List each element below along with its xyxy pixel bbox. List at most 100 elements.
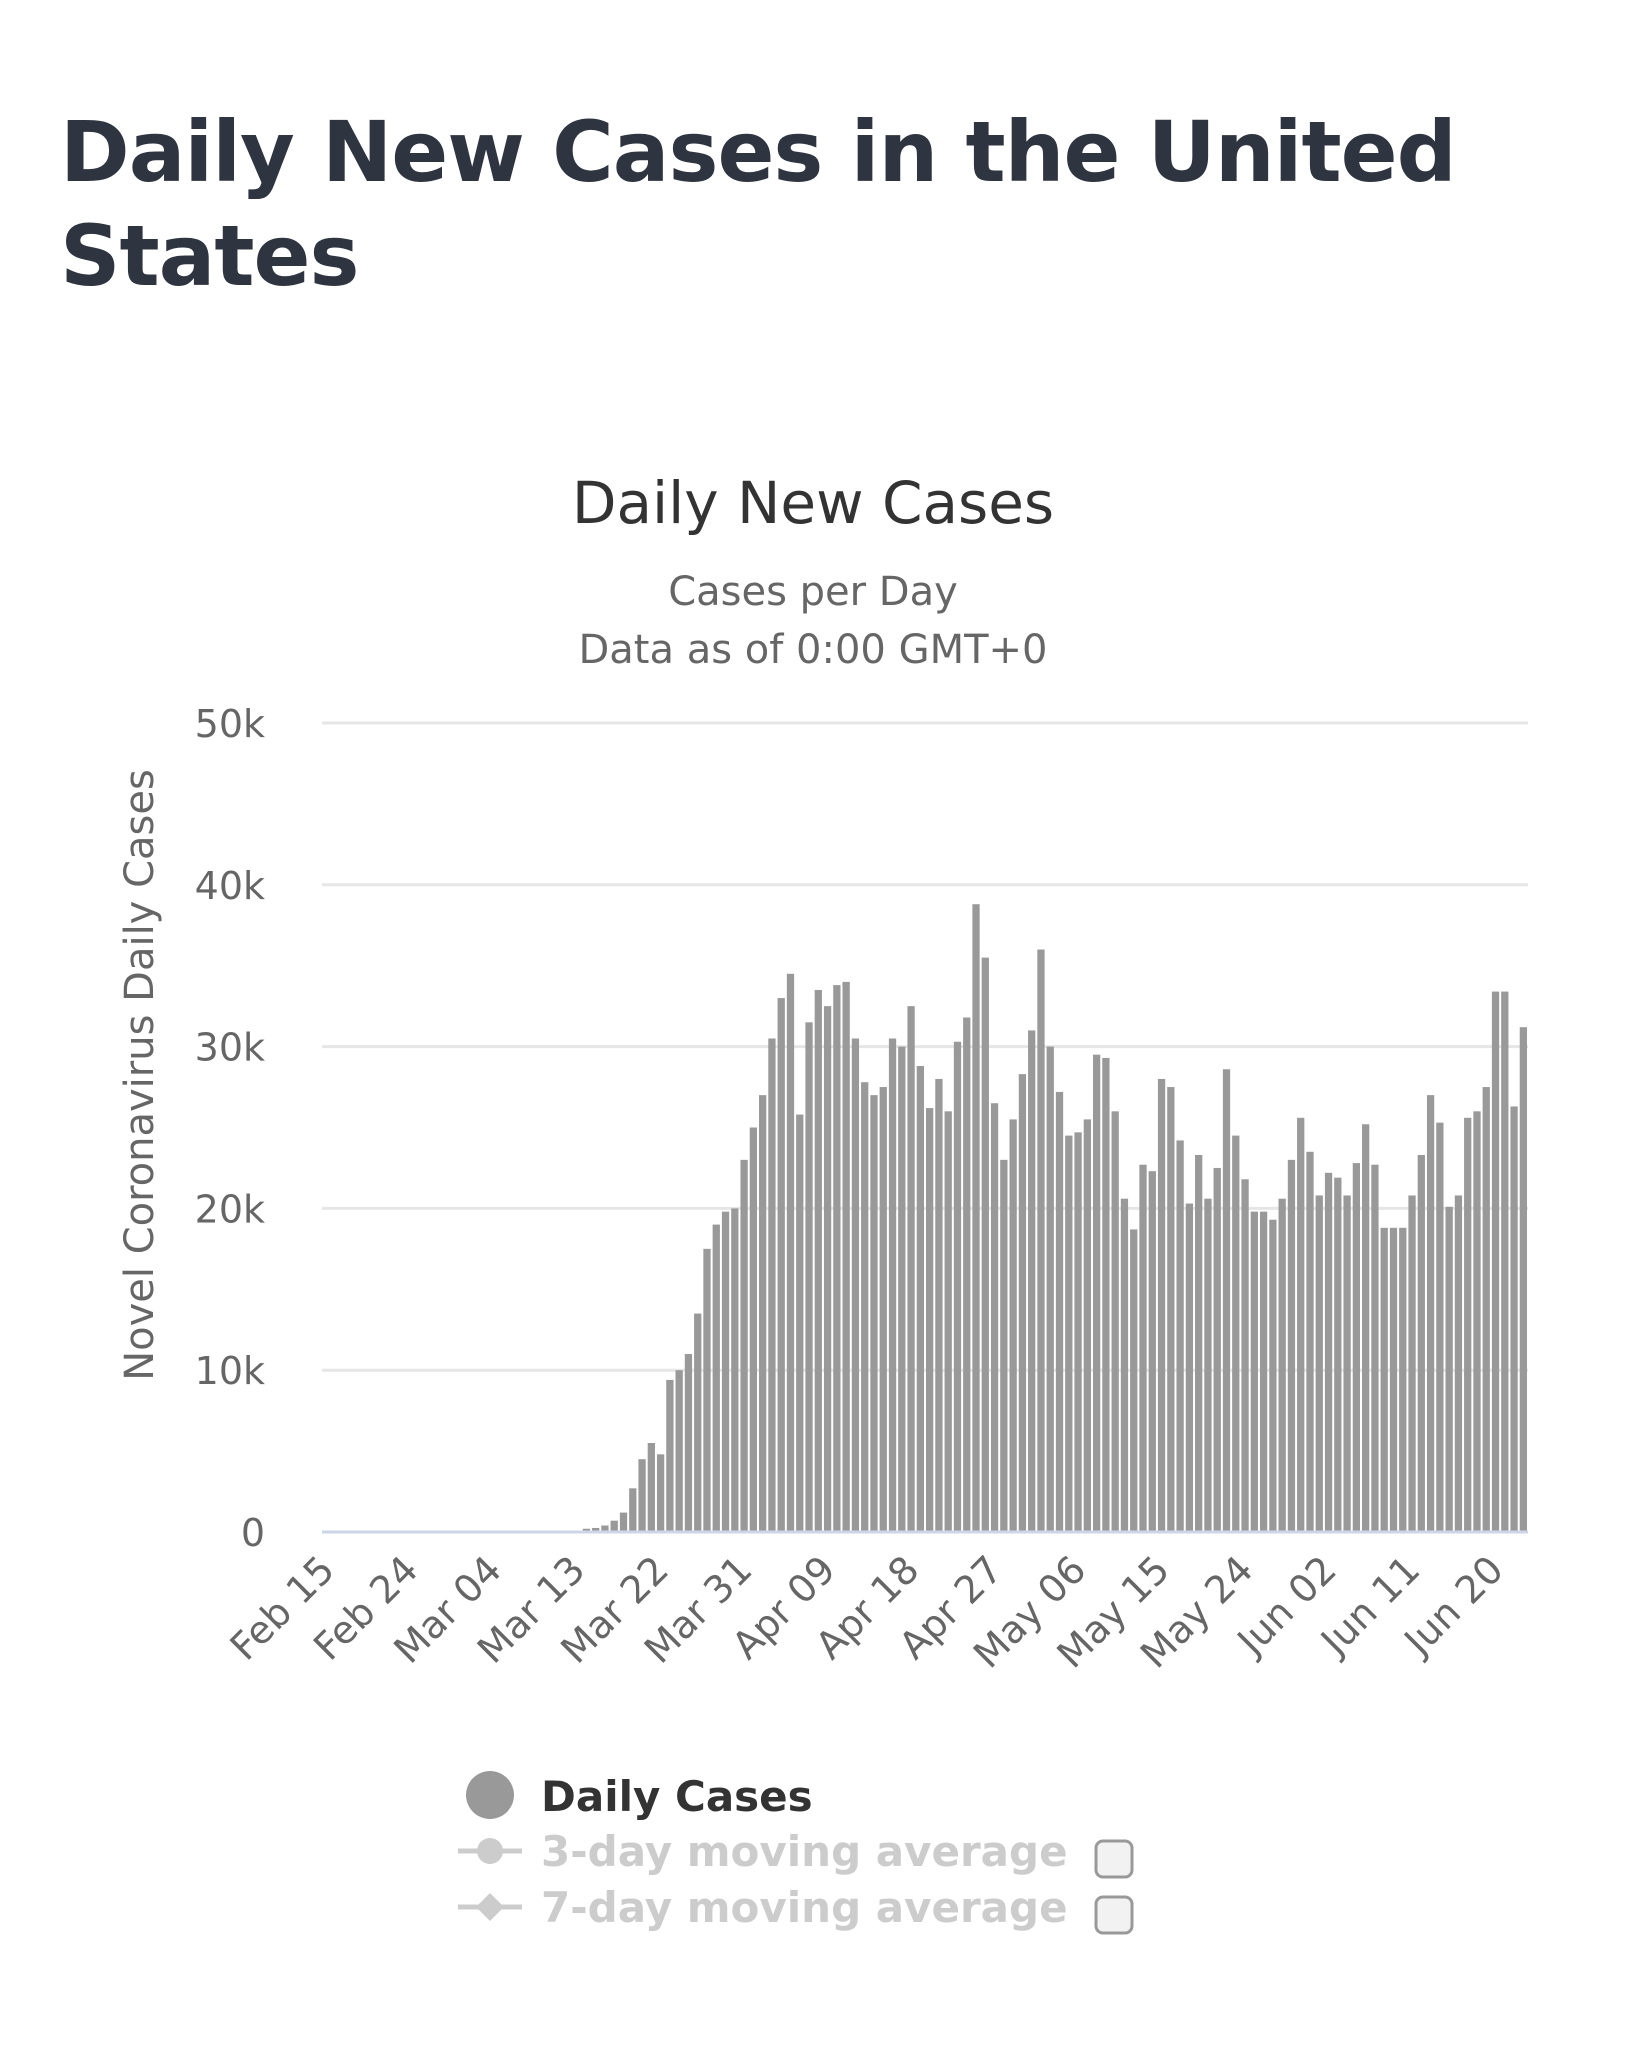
bar[interactable] bbox=[684, 1354, 693, 1532]
bar[interactable] bbox=[592, 1527, 600, 1532]
bar[interactable] bbox=[1464, 1117, 1472, 1532]
bar[interactable] bbox=[1426, 1095, 1435, 1532]
bar[interactable] bbox=[1250, 1211, 1258, 1532]
bar[interactable] bbox=[1241, 1179, 1249, 1532]
bar[interactable] bbox=[1315, 1195, 1323, 1532]
bar[interactable] bbox=[953, 1041, 962, 1532]
bar[interactable] bbox=[647, 1443, 655, 1532]
legend-item-7-day-moving-average[interactable]: 7-day moving average bbox=[458, 1883, 1134, 1935]
bar[interactable] bbox=[740, 1159, 748, 1532]
bar[interactable] bbox=[879, 1087, 887, 1532]
bar[interactable] bbox=[1102, 1057, 1110, 1532]
7-day-average-checkbox[interactable] bbox=[1094, 1895, 1134, 1935]
bar[interactable] bbox=[749, 1127, 758, 1533]
bar[interactable] bbox=[833, 985, 841, 1532]
bar[interactable] bbox=[1501, 991, 1509, 1532]
bar[interactable] bbox=[898, 1046, 906, 1532]
bar[interactable] bbox=[981, 957, 989, 1532]
bar[interactable] bbox=[1130, 1229, 1138, 1532]
bar[interactable] bbox=[1148, 1171, 1156, 1532]
bar[interactable] bbox=[935, 1078, 943, 1532]
bar[interactable] bbox=[1408, 1195, 1416, 1532]
bar[interactable] bbox=[972, 904, 980, 1532]
bar[interactable] bbox=[1454, 1195, 1463, 1532]
bar[interactable] bbox=[1195, 1155, 1203, 1532]
bar[interactable] bbox=[1222, 1069, 1231, 1532]
bar[interactable] bbox=[601, 1525, 609, 1532]
bar[interactable] bbox=[1176, 1140, 1184, 1532]
bar[interactable] bbox=[861, 1082, 869, 1532]
bar[interactable] bbox=[786, 973, 795, 1532]
bar[interactable] bbox=[629, 1488, 637, 1532]
bar[interactable] bbox=[1055, 1091, 1064, 1532]
bar[interactable] bbox=[1083, 1119, 1091, 1532]
bar[interactable] bbox=[1278, 1198, 1286, 1532]
bar[interactable] bbox=[851, 1038, 860, 1532]
bar[interactable] bbox=[1259, 1211, 1268, 1532]
bar[interactable] bbox=[703, 1248, 711, 1532]
bar[interactable] bbox=[916, 1066, 924, 1532]
bar[interactable] bbox=[1445, 1206, 1453, 1532]
bar[interactable] bbox=[926, 1108, 934, 1532]
bar[interactable] bbox=[1028, 1030, 1036, 1532]
bar[interactable] bbox=[1380, 1227, 1388, 1532]
bar[interactable] bbox=[1491, 991, 1500, 1532]
legend-item-daily-cases[interactable]: Daily Cases bbox=[466, 1771, 813, 1821]
bar[interactable] bbox=[1065, 1135, 1073, 1532]
bar[interactable] bbox=[1009, 1119, 1017, 1532]
bar[interactable] bbox=[1213, 1167, 1221, 1532]
bar[interactable] bbox=[666, 1379, 674, 1532]
bar[interactable] bbox=[1139, 1164, 1147, 1532]
bar[interactable] bbox=[1185, 1203, 1194, 1532]
bar[interactable] bbox=[1092, 1054, 1101, 1532]
bar[interactable] bbox=[907, 1006, 915, 1532]
bar[interactable] bbox=[1417, 1155, 1425, 1532]
bar[interactable] bbox=[1000, 1159, 1008, 1532]
bar[interactable] bbox=[805, 1022, 813, 1532]
bar[interactable] bbox=[777, 998, 785, 1532]
bar[interactable] bbox=[1399, 1227, 1407, 1532]
legend-item-3-day-moving-average[interactable]: 3-day moving average bbox=[458, 1827, 1134, 1879]
bar[interactable] bbox=[870, 1095, 878, 1532]
bar[interactable] bbox=[1297, 1117, 1305, 1532]
bar[interactable] bbox=[1436, 1122, 1444, 1532]
bar[interactable] bbox=[823, 1006, 832, 1532]
bar[interactable] bbox=[768, 1038, 776, 1532]
bar[interactable] bbox=[712, 1224, 720, 1532]
bar[interactable] bbox=[1287, 1159, 1296, 1532]
bar[interactable] bbox=[990, 1103, 999, 1532]
bar[interactable] bbox=[1324, 1172, 1333, 1532]
bar[interactable] bbox=[638, 1459, 646, 1532]
bar[interactable] bbox=[1371, 1164, 1379, 1532]
bar[interactable] bbox=[1352, 1163, 1361, 1532]
bar[interactable] bbox=[1046, 1046, 1054, 1532]
bar[interactable] bbox=[1074, 1132, 1082, 1532]
bar[interactable] bbox=[675, 1370, 683, 1532]
bar[interactable] bbox=[963, 1017, 971, 1532]
bar[interactable] bbox=[842, 981, 850, 1532]
bar[interactable] bbox=[759, 1095, 767, 1532]
bar[interactable] bbox=[944, 1111, 952, 1532]
bar[interactable] bbox=[814, 989, 822, 1532]
bar[interactable] bbox=[1204, 1198, 1212, 1532]
bar[interactable] bbox=[1120, 1198, 1129, 1532]
bar[interactable] bbox=[1482, 1087, 1490, 1532]
bar[interactable] bbox=[1018, 1074, 1027, 1532]
bar[interactable] bbox=[1473, 1111, 1481, 1532]
bar[interactable] bbox=[1362, 1124, 1370, 1532]
bar[interactable] bbox=[1232, 1135, 1240, 1532]
bar[interactable] bbox=[731, 1208, 739, 1532]
bar[interactable] bbox=[796, 1114, 804, 1532]
bar[interactable] bbox=[1037, 949, 1045, 1532]
bar[interactable] bbox=[1111, 1111, 1119, 1532]
bar[interactable] bbox=[1269, 1219, 1277, 1532]
bar[interactable] bbox=[1306, 1151, 1314, 1532]
bar[interactable] bbox=[582, 1528, 591, 1532]
bar[interactable] bbox=[619, 1512, 628, 1532]
bar[interactable] bbox=[721, 1211, 730, 1532]
3-day-average-checkbox[interactable] bbox=[1094, 1839, 1134, 1879]
bar[interactable] bbox=[1519, 1027, 1527, 1532]
bar[interactable] bbox=[888, 1038, 897, 1532]
bar[interactable] bbox=[1389, 1227, 1398, 1532]
bar[interactable] bbox=[694, 1313, 702, 1532]
